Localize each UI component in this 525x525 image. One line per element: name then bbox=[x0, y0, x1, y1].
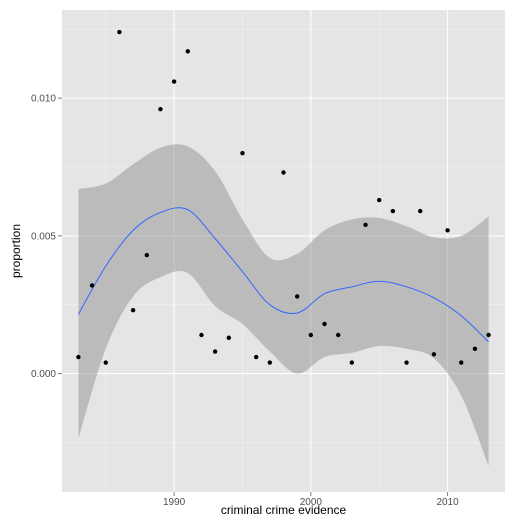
data-point bbox=[281, 170, 286, 175]
data-point bbox=[390, 208, 396, 214]
data-point bbox=[363, 222, 368, 228]
data-point bbox=[349, 360, 355, 365]
data-point bbox=[418, 208, 423, 214]
data-point bbox=[404, 360, 409, 365]
y-tick-label: 0.000 bbox=[31, 369, 56, 380]
data-point bbox=[335, 332, 341, 338]
data-point bbox=[240, 151, 245, 156]
data-point bbox=[253, 354, 259, 360]
data-point bbox=[89, 283, 95, 288]
x-axis-ticks: 1990 2000 2010 bbox=[163, 492, 459, 508]
data-point bbox=[144, 252, 149, 258]
data-point bbox=[130, 308, 136, 313]
data-point bbox=[322, 321, 327, 327]
data-point bbox=[171, 79, 177, 84]
y-axis-title: proportion bbox=[9, 224, 23, 278]
smooth-fit-line bbox=[77, 207, 489, 343]
data-point bbox=[431, 352, 437, 357]
data-point bbox=[486, 332, 491, 338]
x-tick-label: 2010 bbox=[436, 497, 459, 508]
x-tick-label: 1990 bbox=[163, 497, 186, 508]
data-point bbox=[267, 360, 273, 365]
data-point bbox=[117, 29, 122, 35]
y-tick-label: 0.010 bbox=[31, 94, 56, 105]
data-point bbox=[158, 106, 163, 112]
data-point bbox=[76, 354, 81, 360]
data-points bbox=[76, 29, 491, 365]
x-axis-title: criminal crime evidence bbox=[221, 503, 347, 517]
x-tick-label: 2000 bbox=[300, 497, 323, 508]
y-tick-label: 0.005 bbox=[31, 231, 56, 242]
data-point bbox=[103, 360, 108, 365]
data-point bbox=[459, 360, 464, 365]
data-point bbox=[185, 49, 190, 54]
data-point bbox=[472, 346, 478, 351]
data-point bbox=[199, 332, 204, 338]
data-point bbox=[445, 228, 450, 233]
y-axis-ticks: 0.000 0.005 0.010 bbox=[31, 94, 62, 380]
data-point bbox=[308, 332, 314, 338]
data-point bbox=[377, 197, 382, 203]
data-point bbox=[212, 349, 218, 354]
data-point bbox=[294, 294, 300, 299]
data-point bbox=[226, 335, 232, 340]
confidence-ribbon bbox=[78, 144, 489, 466]
